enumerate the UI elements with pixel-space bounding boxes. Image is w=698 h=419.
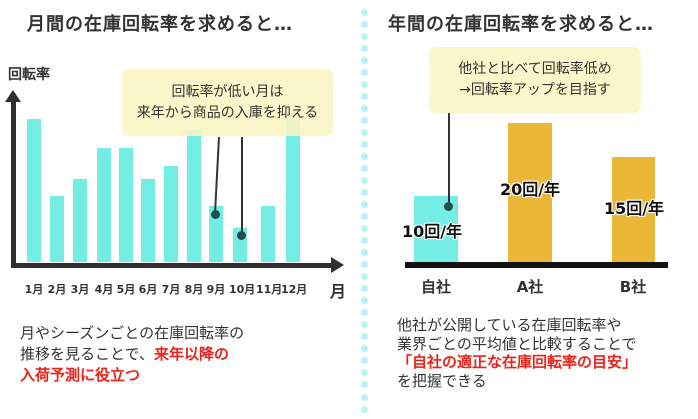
bar-jan bbox=[27, 119, 41, 262]
monthly-description: 月やシーズンごとの在庫回転率の 推移を見ることで、来年以降の 入荷予測に役立つ bbox=[20, 323, 244, 386]
bar-nov bbox=[261, 206, 275, 262]
bar-aug bbox=[187, 130, 201, 262]
divider-dot bbox=[361, 117, 368, 125]
monthly-callout-line2: 来年から商品の入庫を抑える bbox=[136, 104, 319, 121]
divider-dot bbox=[361, 201, 368, 209]
divider-dot bbox=[361, 261, 368, 269]
divider-dot bbox=[361, 69, 368, 77]
divider-dot bbox=[361, 345, 368, 353]
divider-dot bbox=[361, 309, 368, 317]
divider-dot bbox=[361, 357, 368, 365]
annual-description-highlight: 「自社の適正な在庫回転率の目安」 bbox=[397, 353, 638, 371]
month-label: 11月 bbox=[256, 283, 283, 296]
x-axis-arrow-icon bbox=[331, 257, 344, 273]
x-axis-label: 月 bbox=[330, 282, 347, 301]
callout-connector-sep bbox=[213, 137, 220, 215]
annual-callout-line1: 他社と比べて回転率低め bbox=[458, 61, 612, 77]
bar-company-b bbox=[612, 157, 655, 262]
divider-dot bbox=[361, 177, 368, 185]
annual-baseline bbox=[405, 262, 668, 268]
value-label-own: 10回/年 bbox=[401, 222, 463, 241]
divider-dot bbox=[361, 105, 368, 113]
y-axis-arrow-icon bbox=[5, 90, 21, 102]
divider-dot bbox=[361, 165, 368, 173]
month-label: 12月 bbox=[281, 283, 308, 296]
month-label: 9月 bbox=[206, 283, 226, 296]
bar-dec bbox=[286, 120, 300, 262]
annual-description-line4: を把握できる bbox=[397, 371, 487, 390]
annual-callout-connector bbox=[448, 113, 450, 206]
divider-dot bbox=[361, 81, 368, 89]
annual-description: 他社が公開している在庫回転率や 業界ごとの平均値と比較することで 「自社の適正な… bbox=[397, 316, 637, 390]
divider-dot bbox=[361, 141, 368, 149]
monthly-title: 月間の在庫回転率を求めると… bbox=[27, 14, 293, 35]
bar-mar bbox=[73, 179, 87, 262]
y-axis bbox=[11, 100, 16, 268]
divider-dot bbox=[361, 321, 368, 329]
annual-description-line1: 他社が公開している在庫回転率や bbox=[397, 316, 622, 334]
divider-dot bbox=[361, 249, 368, 257]
value-label-a: 20回/年 bbox=[499, 180, 561, 199]
bar-apr bbox=[97, 148, 111, 262]
month-label: 6月 bbox=[138, 283, 158, 296]
marker-dot-oct bbox=[237, 231, 246, 240]
y-axis-label: 回転率 bbox=[8, 67, 50, 83]
monthly-description-line3: 入荷予測に役立つ bbox=[20, 366, 141, 384]
monthly-description-line2: 推移を見ることで、来年以降の bbox=[20, 344, 244, 365]
divider-dot bbox=[361, 129, 368, 137]
divider-dot bbox=[361, 213, 368, 221]
annual-description-line2: 業界ごとの平均値と比較することで bbox=[397, 334, 637, 353]
annual-title: 年間の在庫回転率を求めると… bbox=[388, 14, 654, 35]
divider-dot bbox=[361, 381, 368, 389]
month-label: 5月 bbox=[116, 283, 136, 296]
bar-jun bbox=[141, 179, 155, 262]
category-label-a: A社 bbox=[516, 278, 544, 296]
month-label: 10月 bbox=[229, 283, 256, 296]
month-label: 4月 bbox=[94, 283, 114, 296]
month-label: 2月 bbox=[47, 283, 67, 296]
divider-dot bbox=[361, 57, 368, 65]
divider-dot bbox=[361, 45, 368, 53]
divider-dot bbox=[361, 33, 368, 41]
bar-jul bbox=[164, 166, 178, 262]
bar-may bbox=[119, 148, 133, 262]
month-label: 8月 bbox=[184, 283, 204, 296]
divider-dot bbox=[361, 369, 368, 377]
divider-dot bbox=[361, 297, 368, 305]
month-label: 3月 bbox=[70, 283, 90, 296]
bar-sep bbox=[209, 206, 223, 262]
divider-dot bbox=[361, 225, 368, 233]
marker-dot-sep bbox=[211, 210, 220, 219]
category-label-b: B社 bbox=[619, 278, 647, 296]
divider-dot bbox=[361, 273, 368, 281]
divider-dot bbox=[361, 93, 368, 101]
annual-callout-line2: →回転率アップを目指す bbox=[459, 82, 611, 98]
panel-divider bbox=[361, 9, 368, 413]
divider-dot bbox=[361, 405, 368, 413]
callout-connector-oct bbox=[241, 137, 243, 235]
x-axis bbox=[11, 263, 333, 268]
annual-callout: 他社と比べて回転率低め →回転率アップを目指す bbox=[429, 47, 641, 113]
month-label: 1月 bbox=[24, 283, 44, 296]
monthly-description-line1: 月やシーズンごとの在庫回転率の bbox=[20, 324, 245, 342]
monthly-description-line2-normal: 推移を見ることで、 bbox=[20, 345, 154, 363]
divider-dot bbox=[361, 189, 368, 197]
monthly-callout: 回転率が低い月は 来年から商品の入庫を抑える bbox=[122, 69, 333, 136]
divider-dot bbox=[361, 333, 368, 341]
bar-feb bbox=[50, 196, 64, 262]
divider-dot bbox=[361, 393, 368, 401]
divider-dot bbox=[361, 153, 368, 161]
divider-dot bbox=[361, 9, 368, 16]
divider-dot bbox=[361, 237, 368, 245]
divider-dot bbox=[361, 285, 368, 293]
marker-dot-own bbox=[444, 202, 453, 211]
bar-company-a bbox=[508, 123, 552, 262]
month-label: 7月 bbox=[161, 283, 181, 296]
divider-dot bbox=[361, 21, 368, 29]
monthly-description-highlight: 来年以降の bbox=[153, 345, 229, 363]
category-label-own: 自社 bbox=[420, 278, 451, 296]
monthly-callout-line1: 回転率が低い月は bbox=[171, 83, 284, 100]
value-label-b: 15回/年 bbox=[603, 199, 665, 218]
